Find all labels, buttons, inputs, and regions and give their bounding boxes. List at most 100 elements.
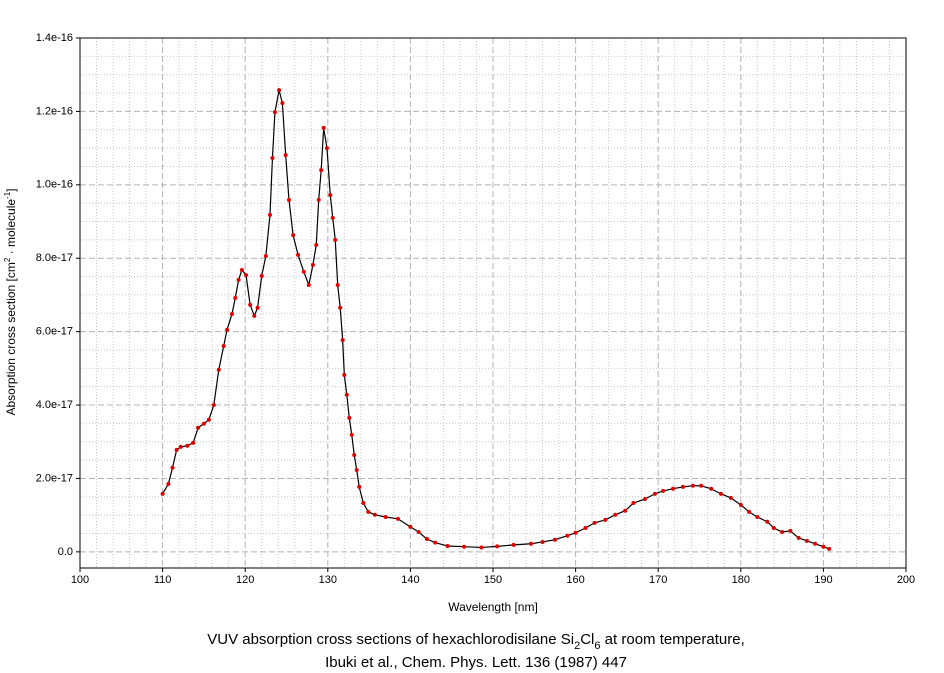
label-sup: 2 — [3, 257, 12, 262]
data-point — [495, 544, 500, 549]
data-point — [788, 528, 793, 533]
data-point — [255, 305, 260, 310]
data-point — [445, 543, 450, 548]
y-axis-label: Absorption cross section [cm2 · molecule… — [3, 188, 19, 415]
data-point — [229, 312, 234, 317]
data-point — [201, 421, 206, 426]
data-point — [206, 417, 211, 422]
label-part: · molecule — [4, 199, 18, 258]
data-point — [160, 491, 165, 496]
y-tick-label: 1.0e-16 — [36, 179, 73, 191]
data-point — [272, 110, 277, 115]
data-point — [347, 415, 352, 420]
data-point — [366, 509, 371, 514]
data-point — [259, 273, 264, 278]
data-point — [361, 501, 366, 506]
y-tick-label: 1.4e-16 — [36, 32, 73, 44]
data-point — [424, 537, 429, 542]
data-point — [310, 262, 315, 267]
data-point — [462, 544, 467, 549]
data-point — [306, 283, 311, 288]
x-tick-label: 120 — [236, 574, 254, 586]
data-point — [216, 367, 221, 372]
data-point — [718, 491, 723, 496]
data-point — [780, 530, 785, 535]
x-tick-label: 150 — [484, 574, 502, 586]
data-point — [342, 372, 347, 377]
data-point — [185, 443, 190, 448]
data-point — [738, 502, 743, 507]
caption-sub: 6 — [594, 640, 600, 652]
data-point — [699, 483, 704, 488]
data-point — [540, 539, 545, 544]
x-tick-label: 170 — [649, 574, 667, 586]
data-point — [671, 486, 676, 491]
data-point — [248, 302, 253, 307]
data-point — [166, 481, 171, 486]
data-point — [728, 495, 733, 500]
data-point — [319, 168, 324, 173]
x-tick-label: 200 — [897, 574, 915, 586]
data-point — [528, 541, 533, 546]
y-tick-label: 2.0e-17 — [36, 472, 73, 484]
data-point — [690, 483, 695, 488]
data-point — [333, 237, 338, 242]
data-point — [283, 153, 288, 158]
data-point — [233, 295, 238, 300]
label-part: Absorption cross section [cm — [4, 262, 18, 415]
data-point — [416, 530, 421, 535]
data-point — [565, 533, 570, 538]
data-point — [804, 538, 809, 543]
y-tick-label: 8.0e-17 — [36, 252, 73, 264]
data-point — [747, 509, 752, 514]
caption-line: VUV absorption cross sections of hexachl… — [207, 631, 745, 652]
y-tick-label: 6.0e-17 — [36, 326, 73, 338]
data-point — [631, 501, 636, 506]
data-point — [328, 193, 333, 198]
data-point — [349, 432, 354, 437]
data-point — [178, 444, 183, 449]
data-point — [314, 243, 319, 248]
data-point — [709, 486, 714, 491]
data-point — [338, 305, 343, 310]
data-point — [771, 525, 776, 530]
data-point — [196, 425, 201, 430]
label-sup: -1 — [3, 191, 12, 199]
data-point — [277, 88, 282, 93]
x-tick-label: 110 — [154, 574, 172, 586]
data-point — [813, 541, 818, 546]
x-tick-label: 130 — [319, 574, 337, 586]
data-point — [252, 313, 257, 318]
x-tick-label: 180 — [732, 574, 750, 586]
data-point — [383, 514, 388, 519]
data-point — [396, 516, 401, 521]
data-point — [335, 283, 340, 288]
data-point — [652, 491, 657, 496]
caption-part: VUV absorption cross sections of hexachl… — [207, 631, 574, 648]
label-part: ] — [4, 188, 18, 191]
data-point — [592, 520, 597, 525]
data-point — [583, 525, 588, 530]
data-point — [344, 392, 349, 397]
data-point — [321, 125, 326, 130]
x-tick-label: 190 — [814, 574, 832, 586]
data-point — [340, 338, 345, 343]
data-point — [755, 514, 760, 519]
y-tick-label: 4.0e-17 — [36, 399, 73, 411]
data-point — [191, 440, 196, 445]
data-point — [316, 197, 321, 202]
data-point — [236, 277, 241, 282]
data-point — [372, 512, 377, 517]
data-point — [244, 273, 249, 278]
data-point — [623, 508, 628, 513]
caption-line: Ibuki et al., Chem. Phys. Lett. 136 (198… — [325, 654, 627, 671]
data-point — [433, 540, 438, 545]
y-tick-label: 0.0 — [58, 546, 73, 558]
x-axis-label: Wavelength [nm] — [448, 600, 538, 614]
caption-part: Cl — [580, 631, 594, 648]
data-point — [352, 452, 357, 457]
data-point — [174, 447, 179, 452]
data-point — [296, 252, 301, 257]
data-point — [354, 468, 359, 473]
